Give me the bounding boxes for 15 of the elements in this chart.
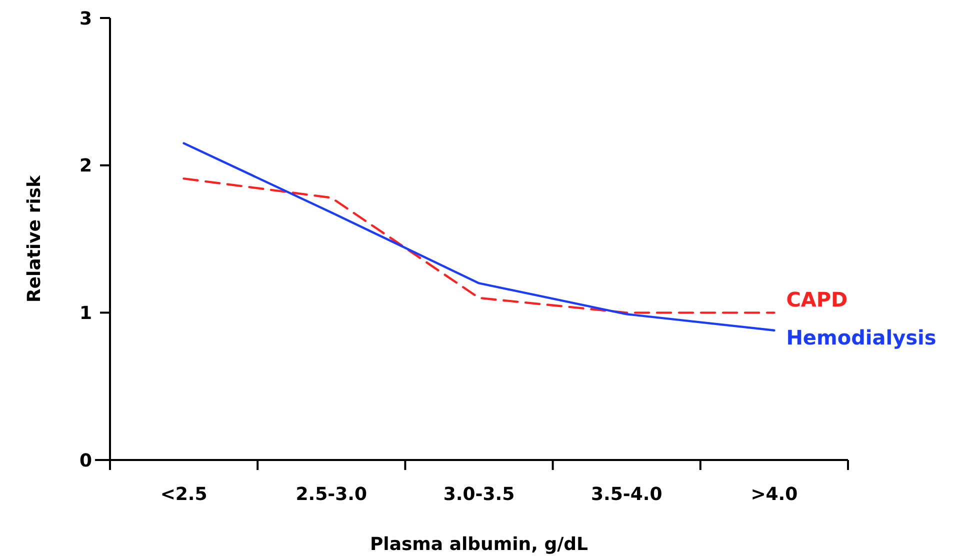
series-label: Hemodialysis	[786, 325, 936, 350]
x-axis-title: Plasma albumin, g/dL	[370, 534, 588, 555]
y-tick-label: 1	[79, 302, 92, 324]
x-tick-label: <2.5	[160, 484, 208, 505]
y-tick-label: 0	[79, 450, 92, 472]
x-tick-label: 2.5-3.0	[296, 484, 368, 505]
y-tick-label: 3	[79, 8, 92, 30]
y-tick-label: 2	[79, 156, 92, 177]
series-label: CAPD	[786, 288, 848, 312]
x-tick-label: 3.0-3.5	[443, 484, 515, 505]
line-series	[182, 142, 776, 332]
line-series	[182, 177, 776, 314]
x-tick-label: >4.0	[750, 484, 798, 505]
y-axis-title: Relative risk	[24, 174, 45, 303]
x-tick-label: 3.5-4.0	[590, 484, 662, 505]
